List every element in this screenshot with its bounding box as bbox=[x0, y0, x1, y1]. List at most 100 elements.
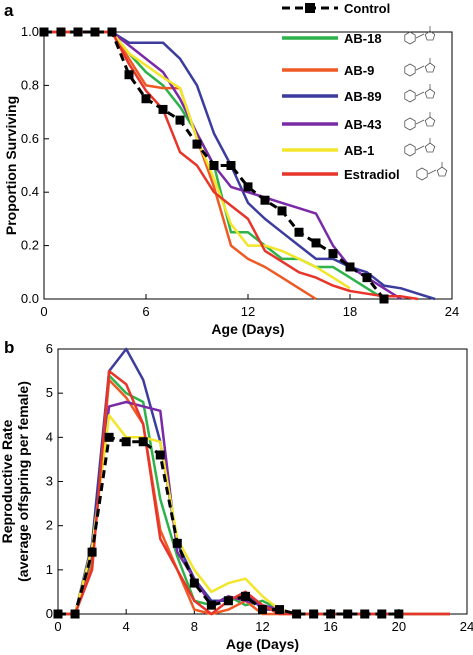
control-marker bbox=[155, 450, 165, 460]
series-line-ab-1 bbox=[44, 30, 351, 290]
control-marker bbox=[258, 605, 267, 615]
legend-label-ab-18: AB-18 bbox=[344, 31, 382, 46]
control-marker bbox=[158, 104, 168, 114]
y-tick-label: 0.6 bbox=[21, 131, 39, 146]
series-line-estradiol bbox=[44, 30, 419, 301]
control-marker bbox=[141, 94, 151, 104]
control-marker bbox=[87, 547, 97, 557]
control-marker bbox=[311, 238, 321, 248]
legend-label-ab-9: AB-9 bbox=[344, 63, 374, 78]
chemical-structure-icon bbox=[404, 84, 436, 103]
chemical-structure-icon bbox=[416, 162, 448, 181]
x-tick-label: 12 bbox=[255, 619, 269, 634]
control-marker bbox=[326, 609, 336, 619]
control-marker bbox=[343, 609, 353, 619]
control-marker bbox=[192, 139, 202, 149]
y-tick-label: 0.0 bbox=[21, 291, 39, 306]
y-tick-label: 0.4 bbox=[21, 184, 39, 199]
series-line-ab-89 bbox=[44, 30, 436, 301]
control-marker bbox=[223, 596, 233, 606]
y-tick-label: 6 bbox=[46, 341, 53, 356]
series-line-ab-1 bbox=[58, 414, 450, 616]
control-marker bbox=[243, 182, 253, 192]
control-marker bbox=[124, 70, 134, 80]
x-tick-label: 4 bbox=[123, 619, 130, 634]
y-tick-label: 1.0 bbox=[21, 24, 39, 39]
x-tick-label: 8 bbox=[191, 619, 198, 634]
panel-b-label: b bbox=[4, 338, 14, 357]
control-marker bbox=[260, 195, 270, 205]
chemical-structure-icon bbox=[404, 26, 436, 45]
control-marker bbox=[104, 432, 114, 442]
series-line-ab-18 bbox=[58, 374, 450, 616]
control-marker bbox=[70, 609, 80, 619]
chemical-structure-icon bbox=[404, 112, 436, 131]
chemical-structure-icon bbox=[404, 138, 436, 157]
y-axis-label: (average offspring per female) bbox=[15, 381, 31, 582]
y-tick-label: 1 bbox=[46, 562, 53, 577]
control-marker bbox=[328, 249, 338, 259]
control-marker bbox=[379, 294, 389, 304]
y-axis-label: Proportion Surviving bbox=[3, 96, 19, 235]
series-line-control bbox=[58, 435, 399, 616]
control-marker bbox=[377, 609, 387, 619]
legend-label-control: Control bbox=[344, 1, 390, 16]
y-tick-label: 0 bbox=[46, 606, 53, 621]
control-marker bbox=[226, 161, 236, 170]
legend-control-marker bbox=[305, 3, 315, 13]
x-tick-label: 0 bbox=[40, 304, 47, 319]
control-marker bbox=[138, 437, 148, 447]
y-axis-label: Reproductive Rate bbox=[0, 419, 15, 543]
control-marker bbox=[53, 609, 63, 619]
control-marker bbox=[172, 538, 182, 548]
control-marker bbox=[189, 578, 199, 588]
survival-chart: 0 6 12 18 24 0.0 0.2 0.4 0.6 0.8 1.0 Age (Days) Prop… bbox=[3, 24, 459, 337]
x-tick-label: 6 bbox=[142, 304, 149, 319]
legend-label-ab-1: AB-1 bbox=[344, 143, 374, 158]
series-line-ab-43 bbox=[58, 400, 450, 616]
control-marker bbox=[73, 27, 83, 37]
y-tick-label: 5 bbox=[46, 385, 53, 400]
x-axis-label: Age (Days) bbox=[226, 636, 299, 652]
legend: Control AB-18 AB-9 AB-89 AB-43 AB-1 Estradiol bbox=[282, 1, 448, 182]
panel-a-label: a bbox=[4, 1, 14, 20]
control-marker bbox=[175, 115, 185, 125]
control-marker bbox=[39, 27, 49, 37]
control-marker bbox=[360, 609, 370, 619]
control-marker bbox=[277, 206, 287, 216]
control-marker bbox=[121, 437, 131, 447]
control-marker bbox=[292, 609, 302, 619]
series-line-ab-9 bbox=[58, 378, 450, 616]
y-tick-label: 2 bbox=[46, 518, 53, 533]
control-marker bbox=[206, 600, 216, 610]
y-tick-label: 0.2 bbox=[21, 238, 39, 253]
x-tick-label: 20 bbox=[392, 619, 406, 634]
x-tick-label: 12 bbox=[241, 304, 255, 319]
x-tick-label: 18 bbox=[343, 304, 357, 319]
x-tick-label: 24 bbox=[460, 619, 473, 634]
y-tick-label: 0.8 bbox=[21, 77, 39, 92]
chemical-structure-icon bbox=[404, 58, 436, 77]
control-marker bbox=[294, 227, 304, 237]
legend-label-ab-43: AB-43 bbox=[344, 117, 382, 132]
control-marker bbox=[275, 605, 285, 615]
control-marker bbox=[90, 27, 100, 37]
control-marker bbox=[345, 262, 355, 272]
control-marker bbox=[209, 161, 219, 170]
control-marker bbox=[56, 27, 66, 37]
legend-label-estradiol: Estradiol bbox=[344, 167, 400, 182]
series-line-ab-9 bbox=[44, 30, 317, 301]
control-marker bbox=[240, 591, 250, 601]
control-marker bbox=[362, 273, 372, 283]
control-marker bbox=[309, 609, 319, 619]
control-marker bbox=[394, 609, 404, 619]
x-tick-label: 0 bbox=[54, 619, 61, 634]
control-marker bbox=[107, 27, 117, 37]
legend-label-ab-89: AB-89 bbox=[344, 89, 382, 104]
y-tick-label: 4 bbox=[46, 429, 53, 444]
x-tick-label: 24 bbox=[445, 304, 459, 319]
y-tick-label: 3 bbox=[46, 474, 53, 489]
series-line-estradiol bbox=[58, 369, 450, 616]
